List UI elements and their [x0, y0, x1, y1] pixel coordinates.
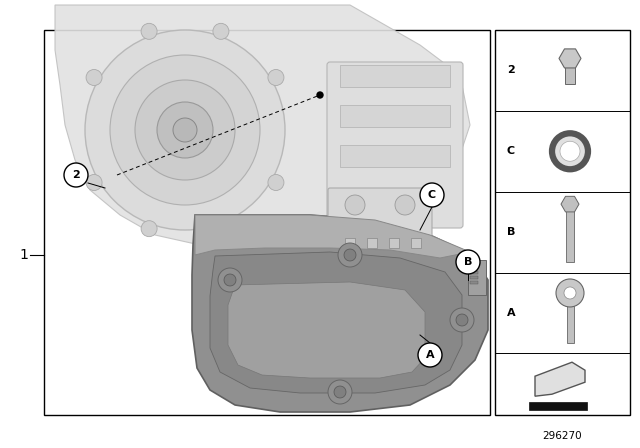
- Bar: [340, 105, 450, 127]
- Bar: [495, 30, 630, 415]
- Circle shape: [344, 249, 356, 261]
- Bar: [345, 238, 355, 248]
- Circle shape: [224, 274, 236, 286]
- Bar: [470, 261, 478, 264]
- Bar: [340, 65, 450, 87]
- Text: A: A: [507, 308, 515, 318]
- Circle shape: [552, 133, 588, 169]
- Circle shape: [173, 118, 197, 142]
- Text: 2: 2: [72, 170, 80, 180]
- Polygon shape: [192, 215, 488, 412]
- Bar: [470, 266, 478, 269]
- Bar: [411, 238, 421, 248]
- Text: C: C: [428, 190, 436, 200]
- Circle shape: [85, 30, 285, 230]
- Circle shape: [418, 343, 442, 367]
- Circle shape: [556, 279, 584, 307]
- Circle shape: [564, 287, 576, 299]
- Bar: [389, 238, 399, 248]
- Circle shape: [110, 55, 260, 205]
- Text: A: A: [426, 350, 435, 360]
- Bar: [340, 145, 450, 167]
- Bar: [470, 276, 478, 279]
- Circle shape: [141, 23, 157, 39]
- Circle shape: [213, 23, 229, 39]
- Text: B: B: [464, 257, 472, 267]
- Circle shape: [268, 175, 284, 190]
- Polygon shape: [529, 402, 587, 410]
- Polygon shape: [55, 5, 470, 250]
- Bar: [468, 260, 486, 295]
- Circle shape: [456, 250, 480, 274]
- Bar: [566, 204, 574, 262]
- Text: 2: 2: [507, 65, 515, 75]
- Bar: [566, 293, 573, 343]
- Circle shape: [560, 141, 580, 161]
- Circle shape: [456, 314, 468, 326]
- Circle shape: [157, 102, 213, 158]
- Circle shape: [86, 69, 102, 86]
- Circle shape: [328, 380, 352, 404]
- Circle shape: [338, 243, 362, 267]
- Circle shape: [213, 221, 229, 237]
- Circle shape: [334, 386, 346, 398]
- Circle shape: [218, 268, 242, 292]
- Polygon shape: [228, 282, 425, 378]
- FancyBboxPatch shape: [328, 188, 432, 242]
- Polygon shape: [210, 252, 462, 393]
- Bar: [44, 30, 490, 415]
- Circle shape: [141, 221, 157, 237]
- Text: C: C: [507, 146, 515, 156]
- FancyBboxPatch shape: [327, 62, 463, 228]
- Circle shape: [450, 308, 474, 332]
- Circle shape: [317, 92, 323, 98]
- Bar: [565, 58, 575, 84]
- Polygon shape: [535, 362, 585, 396]
- Circle shape: [395, 195, 415, 215]
- Bar: [367, 238, 377, 248]
- Circle shape: [268, 69, 284, 86]
- Text: B: B: [507, 227, 515, 237]
- Circle shape: [64, 163, 88, 187]
- Circle shape: [420, 183, 444, 207]
- Text: 1: 1: [20, 248, 28, 262]
- Text: 296270: 296270: [543, 431, 582, 441]
- Circle shape: [86, 175, 102, 190]
- Circle shape: [135, 80, 235, 180]
- Bar: [470, 271, 478, 274]
- Polygon shape: [195, 215, 470, 258]
- Bar: [470, 281, 478, 284]
- Circle shape: [345, 195, 365, 215]
